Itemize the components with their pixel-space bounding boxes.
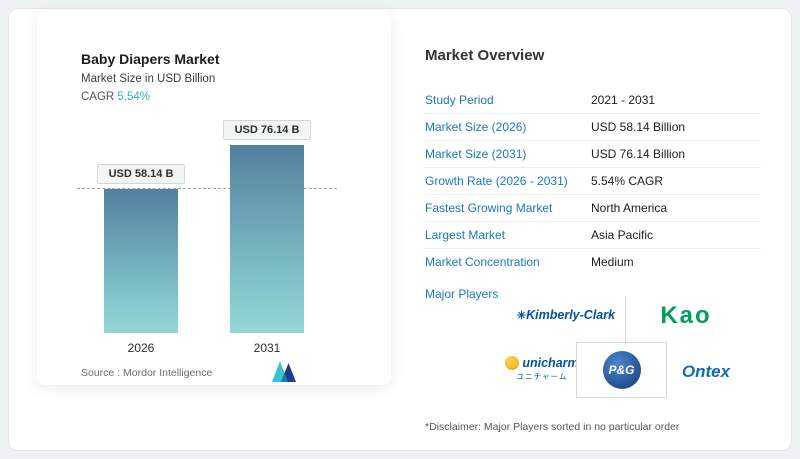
table-row: Largest Market Asia Pacific [425, 222, 761, 249]
chart-title: Baby Diapers Market [81, 51, 220, 67]
major-players-label: Major Players [425, 287, 499, 301]
chart-subtitle: Market Size in USD Billion [81, 73, 216, 85]
bar-value-label-2031: USD 76.14 B [223, 120, 311, 140]
row-label: Largest Market [425, 228, 506, 242]
pg-logo: P&G [602, 351, 641, 389]
reference-line [77, 188, 337, 189]
unicharm-ball-icon [505, 356, 520, 370]
x-axis-label-2031: 2031 [253, 341, 281, 355]
unicharm-logo: unicharm ユニチャーム [498, 356, 586, 382]
pg-logo-cell: P&G [576, 342, 667, 398]
row-value: Asia Pacific [591, 228, 654, 242]
row-value: 5.54% CAGR [591, 174, 664, 188]
cagr-value: 5.54% [117, 91, 151, 103]
mordor-intelligence-logo-icon [272, 361, 296, 382]
disclaimer-text: *Disclaimer: Major Players sorted in no … [425, 421, 680, 433]
row-value: 2021 - 2031 [591, 93, 656, 107]
players-divider [625, 296, 626, 344]
unicharm-text: unicharm [522, 356, 579, 370]
market-size-chart-panel: Baby Diapers Market Market Size in USD B… [37, 11, 391, 385]
bar-chart: USD 58.14 B USD 76.14 B [75, 107, 343, 333]
major-players-grid: ✳Kimberly-Clark Kao unicharm ユニチャーム P&G … [505, 296, 746, 406]
table-row: Growth Rate (2026 - 2031) 5.54% CAGR [425, 168, 761, 195]
bar-2026 [104, 189, 178, 333]
row-label: Market Size (2026) [425, 120, 527, 134]
table-row: Study Period 2021 - 2031 [425, 87, 761, 114]
row-label: Market Concentration [425, 255, 540, 269]
row-label: Study Period [425, 93, 494, 107]
table-row: Fastest Growing Market North America [425, 195, 761, 222]
overview-title: Market Overview [425, 47, 545, 64]
table-row: Market Size (2031) USD 76.14 Billion [425, 141, 761, 168]
overview-table: Study Period 2021 - 2031 Market Size (20… [425, 87, 761, 276]
row-value: Medium [591, 255, 634, 269]
row-value: USD 76.14 Billion [591, 147, 686, 161]
bar-value-label-2026: USD 58.14 B [97, 164, 185, 184]
row-value: North America [591, 201, 668, 215]
row-value: USD 58.14 Billion [591, 120, 686, 134]
x-axis-label-2026: 2026 [127, 341, 155, 355]
row-label: Market Size (2031) [425, 147, 527, 161]
cagr-label: CAGR [81, 91, 118, 103]
market-report-card: Baby Diapers Market Market Size in USD B… [8, 8, 792, 451]
table-row: Market Concentration Medium [425, 249, 761, 276]
kao-logo: Kao [660, 302, 712, 329]
unicharm-japanese-text: ユニチャーム [516, 372, 568, 381]
chart-cagr: CAGR 5.54% [81, 91, 150, 103]
ontex-logo: Ontex [681, 362, 731, 381]
row-label: Growth Rate (2026 - 2031) [425, 174, 568, 188]
kimberly-clark-mark-icon: ✳ [516, 310, 527, 322]
kimberly-clark-text: Kimberly-Clark [526, 308, 616, 322]
kimberly-clark-logo: ✳Kimberly-Clark [506, 308, 626, 322]
source-attribution: Source : Mordor Intelligence [81, 367, 213, 379]
bar-2031 [230, 145, 304, 333]
row-label: Fastest Growing Market [425, 201, 553, 215]
table-row: Market Size (2026) USD 58.14 Billion [425, 114, 761, 141]
